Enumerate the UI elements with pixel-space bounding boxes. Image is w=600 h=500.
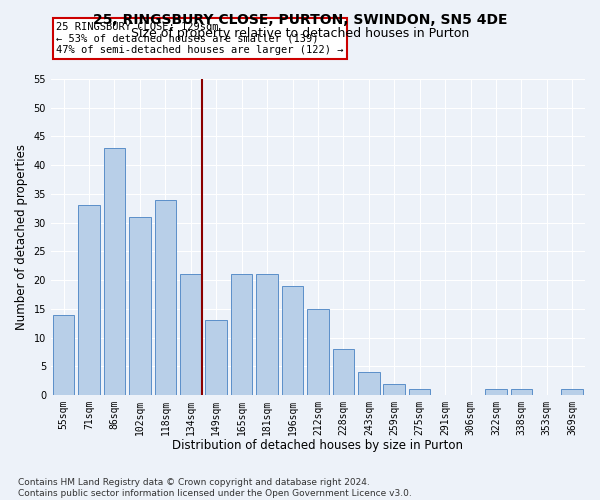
Bar bbox=[307, 309, 329, 395]
Text: Contains HM Land Registry data © Crown copyright and database right 2024.
Contai: Contains HM Land Registry data © Crown c… bbox=[18, 478, 412, 498]
Text: 25 RINGSBURY CLOSE: 129sqm
← 53% of detached houses are smaller (139)
47% of sem: 25 RINGSBURY CLOSE: 129sqm ← 53% of deta… bbox=[56, 22, 344, 56]
Bar bbox=[129, 217, 151, 395]
Bar bbox=[562, 390, 583, 395]
Bar bbox=[104, 148, 125, 395]
Bar bbox=[180, 274, 202, 395]
Bar bbox=[155, 200, 176, 395]
Bar bbox=[205, 320, 227, 395]
Bar bbox=[332, 349, 354, 395]
Bar bbox=[383, 384, 405, 395]
Bar bbox=[53, 314, 74, 395]
Bar bbox=[358, 372, 380, 395]
Bar bbox=[511, 390, 532, 395]
X-axis label: Distribution of detached houses by size in Purton: Distribution of detached houses by size … bbox=[172, 440, 463, 452]
Bar bbox=[231, 274, 253, 395]
Y-axis label: Number of detached properties: Number of detached properties bbox=[15, 144, 28, 330]
Bar bbox=[282, 286, 304, 395]
Bar bbox=[78, 206, 100, 395]
Bar bbox=[485, 390, 507, 395]
Text: 25, RINGSBURY CLOSE, PURTON, SWINDON, SN5 4DE: 25, RINGSBURY CLOSE, PURTON, SWINDON, SN… bbox=[93, 12, 507, 26]
Bar bbox=[256, 274, 278, 395]
Text: Size of property relative to detached houses in Purton: Size of property relative to detached ho… bbox=[131, 28, 469, 40]
Bar bbox=[409, 390, 430, 395]
